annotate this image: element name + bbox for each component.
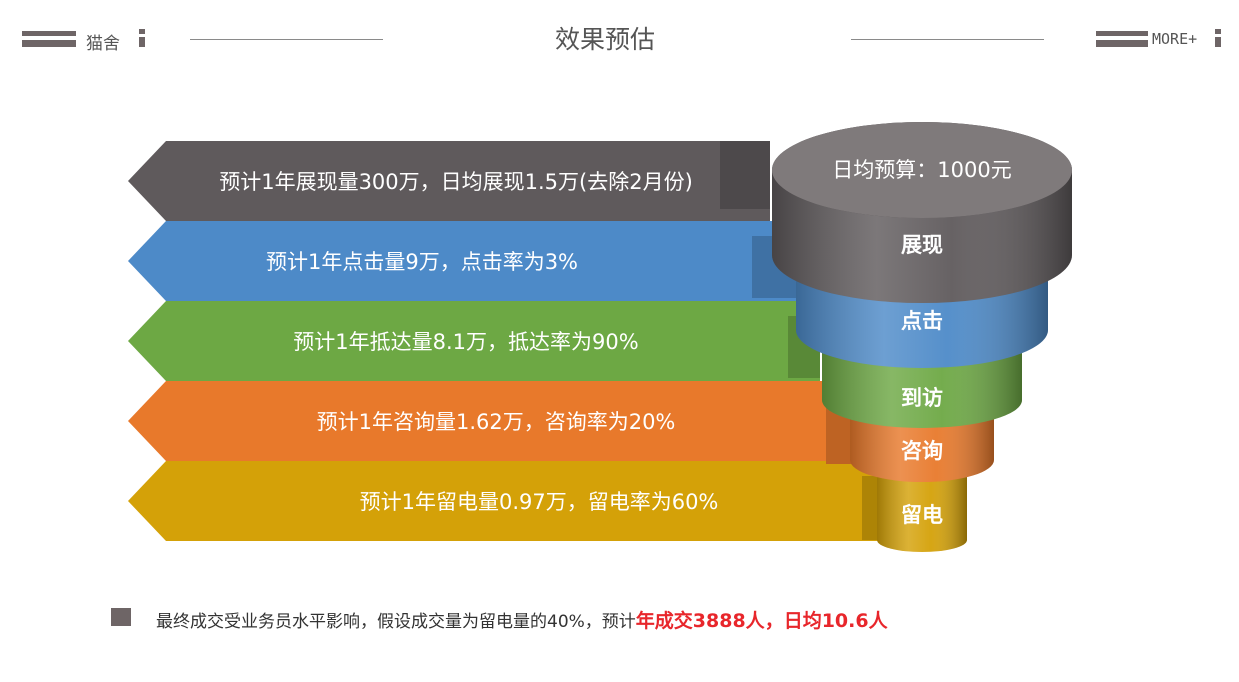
- header-right-bar-bottom: [1096, 40, 1148, 47]
- arrow-band-2: [128, 221, 800, 301]
- stage-desc-4: 预计1年咨询量1.62万，咨询率为20%: [317, 410, 676, 434]
- funnel-label-4: 咨询: [901, 439, 943, 463]
- funnel-label-2: 点击: [901, 309, 943, 333]
- funnel-shade-5: [877, 460, 967, 552]
- footer-separator: ，: [764, 610, 784, 632]
- header-right-bar-top: [1096, 31, 1148, 36]
- header-line-left: [190, 39, 383, 40]
- footer-highlight-daily: 日均10.6人: [783, 610, 888, 632]
- header-left-mark-bottom: [139, 37, 145, 47]
- footer-note-text: 最终成交受业务员水平影响，假设成交量为留电量的40%，预计: [156, 612, 636, 632]
- header-line-right: [851, 39, 1044, 40]
- budget-disk: [772, 122, 1072, 218]
- more-link[interactable]: MORE+: [1152, 30, 1198, 48]
- stage-desc-1: 预计1年展现量300万，日均展现1.5万(去除2月份): [219, 170, 693, 194]
- header-right-mark-top: [1215, 29, 1221, 34]
- stage-desc-5: 预计1年留电量0.97万，留电率为60%: [360, 490, 719, 514]
- note-bullet: [111, 608, 131, 626]
- arrow-band-4: [128, 381, 850, 461]
- stage-desc-3: 预计1年抵达量8.1万，抵达率为90%: [293, 330, 638, 354]
- arrow-band-3: [128, 301, 820, 381]
- funnel-label-5: 留电: [901, 503, 943, 527]
- header-left-bar-bottom: [22, 40, 76, 47]
- header-left-mark-top: [139, 29, 145, 34]
- header-right-mark-bottom: [1215, 37, 1221, 47]
- arrow-tab-shade-1: [720, 141, 770, 209]
- footer-note: 最终成交受业务员水平影响，假设成交量为留电量的40%，预计年成交3888人，日均…: [156, 606, 888, 633]
- brand-label: 猫舍: [86, 34, 120, 54]
- funnel-label-1: 展现: [901, 233, 943, 257]
- budget-label: 日均预算：1000元: [832, 158, 1011, 182]
- header-left-bar-top: [22, 31, 76, 36]
- arrow-band-1: [128, 141, 770, 221]
- stage-desc-2: 预计1年点击量9万，点击率为3%: [266, 250, 578, 274]
- funnel-label-3: 到访: [901, 386, 943, 410]
- arrow-tab-1: [720, 141, 770, 209]
- arrow-band-5: [128, 461, 880, 541]
- footer-highlight-yearly: 年成交3888人: [635, 610, 765, 632]
- page-title: 效果预估: [555, 25, 656, 54]
